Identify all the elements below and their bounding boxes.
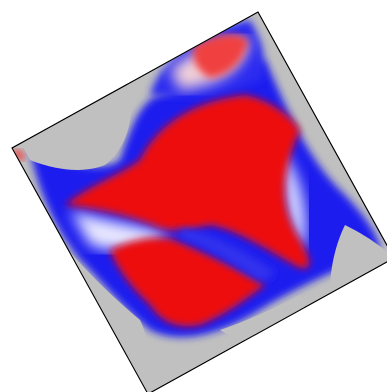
page (0, 0, 387, 392)
rotated-heatmap (0, 0, 387, 392)
